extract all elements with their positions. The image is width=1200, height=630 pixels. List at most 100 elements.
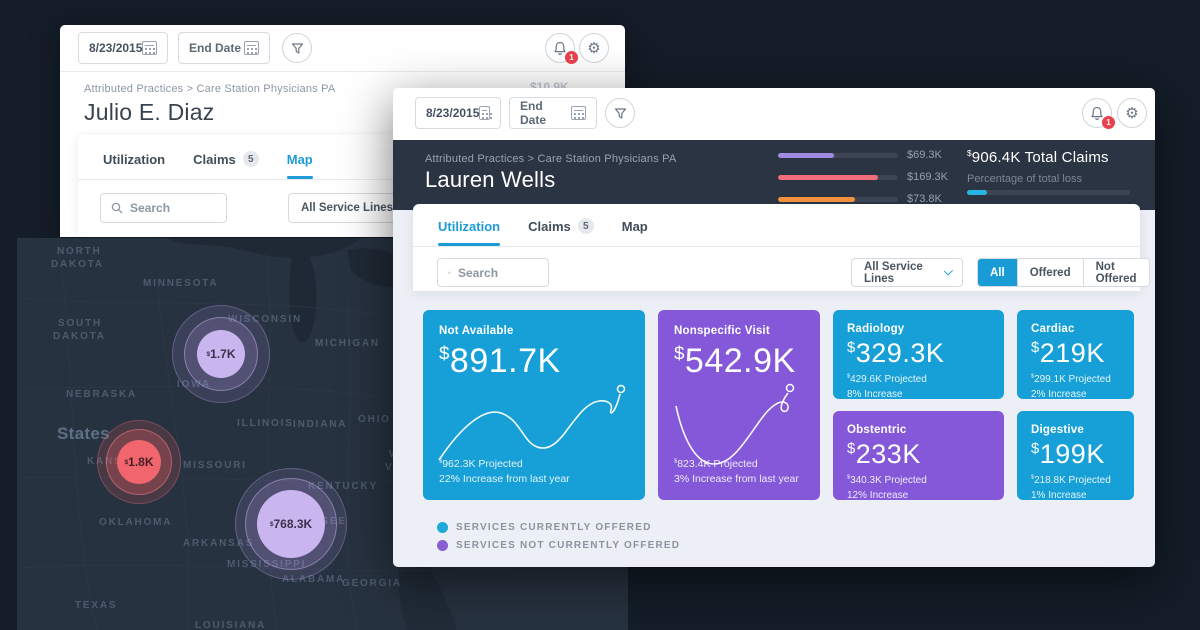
service-card-not-available[interactable]: Not Available $891.7K $962.3K Projected 22%…: [423, 310, 645, 500]
tab-bar: Utilization Claims 5 Map: [103, 151, 313, 179]
patient-header: Attributed Practices > Care Station Phys…: [393, 140, 1155, 210]
tab-map[interactable]: Map: [286, 151, 313, 179]
notifications-button[interactable]: 1: [1082, 98, 1115, 129]
bubble-amount: 1.8K: [128, 455, 154, 469]
currency-sign: $: [1031, 373, 1035, 380]
projected-line: $340.3K Projected: [847, 474, 990, 489]
bubble-value: $1.8K: [117, 440, 161, 484]
search-input[interactable]: [130, 201, 210, 215]
filter-button[interactable]: [605, 98, 635, 128]
notification-badge: 1: [565, 51, 578, 64]
legend-dot: [437, 522, 448, 533]
segment-offered[interactable]: Offered: [1016, 259, 1083, 286]
card-projection: $962.3K Projected 22% Increase from last …: [439, 457, 570, 489]
segment-not-offered[interactable]: Not Offered: [1082, 259, 1149, 286]
currency-sign: $: [847, 441, 856, 457]
currency-sign: $: [847, 474, 851, 481]
map-bubble[interactable]: $1.7K: [172, 305, 270, 403]
card-projection: $823.4K Projected 3% Increase from last y…: [674, 457, 799, 489]
claims-bar-value: $73.8K: [907, 193, 942, 205]
card-projection: $218.8K Projected 1% Increase: [1031, 474, 1120, 503]
tab-claims[interactable]: Claims 5: [528, 218, 594, 246]
filter-button[interactable]: [282, 33, 312, 63]
service-card-cardiac[interactable]: Cardiac $219K $299.1K Projected 2% Increase: [1017, 310, 1134, 400]
service-card-nonspecific-visit[interactable]: Nonspecific Visit $542.9K $823.4K Projecte…: [658, 310, 820, 500]
claims-bar-track: [778, 174, 898, 180]
currency-sign: $: [1031, 474, 1035, 481]
chevron-down-icon: [943, 266, 953, 276]
service-card-radiology[interactable]: Radiology $329.3K $429.6K Projected 8% Incr…: [833, 310, 1004, 402]
currency-sign: $: [967, 149, 972, 158]
card-title: Not Available: [439, 325, 514, 337]
card-projection: $429.6K Projected 8% Increase: [847, 373, 990, 402]
projected-line: $823.4K Projected: [674, 457, 799, 473]
currency-sign: $: [124, 458, 129, 466]
breadcrumb[interactable]: Attributed Practices > Care Station Phys…: [84, 83, 336, 95]
bell-icon: [554, 41, 566, 55]
legend-item: SERVICES CURRENTLY OFFERED: [437, 522, 680, 533]
claims-bar-value: $169.3K: [907, 171, 948, 183]
claims-bar-row: $73.8K: [778, 193, 942, 205]
search-box[interactable]: [437, 258, 549, 287]
tab-claims[interactable]: Claims 5: [193, 151, 259, 179]
breadcrumb[interactable]: Attributed Practices > Care Station Phys…: [425, 153, 677, 165]
projected-line: $299.1K Projected: [1031, 373, 1120, 388]
card-amount: 891.7K: [449, 342, 561, 380]
tab-label: Claims: [528, 218, 571, 234]
service-card-digestive[interactable]: Digestive $199K $218.8K Projected 1% Increa…: [1017, 411, 1134, 503]
settings-button[interactable]: ⚙: [1117, 98, 1147, 128]
card-sparkline: [431, 372, 637, 477]
loss-label: Percentage of total loss: [967, 173, 1082, 185]
currency-sign: $: [847, 373, 851, 380]
tab-label: Map: [286, 151, 313, 167]
tab-utilization[interactable]: Utilization: [438, 218, 501, 246]
tab-utilization[interactable]: Utilization: [103, 151, 165, 179]
currency-sign: $: [847, 340, 856, 356]
service-card-obstentric[interactable]: Obstentric $233K $340.3K Projected 12% Incr…: [833, 411, 1004, 501]
bubble-amount: 768.3K: [273, 517, 313, 531]
card-amount: 329.3K: [855, 338, 945, 368]
settings-button[interactable]: ⚙: [579, 33, 609, 63]
projected-text: 962.3K Projected: [442, 457, 523, 470]
loss-progressbar: [967, 190, 1130, 195]
start-date-picker[interactable]: 8/23/2015: [78, 32, 168, 64]
increase-line: 2% Increase: [1031, 388, 1087, 400]
card-column: Radiology $329.3K $429.6K Projected 8% Incr…: [833, 310, 1004, 501]
tab-map[interactable]: Map: [622, 218, 648, 246]
increase-line: 12% Increase: [847, 489, 909, 501]
calendar-icon: [479, 106, 490, 120]
service-lines-dropdown[interactable]: All Service Lines: [851, 258, 963, 287]
start-date-value: 8/23/2015: [89, 41, 143, 55]
front-topbar: 8/23/2015 End Date 1 ⚙: [393, 88, 1155, 140]
segment-all[interactable]: All: [978, 259, 1017, 286]
currency-sign: $: [439, 342, 450, 364]
tab-label: Map: [621, 218, 648, 234]
front-window-lauren: 8/23/2015 End Date 1 ⚙: [393, 88, 1155, 567]
total-claims-text: 906.4K Total Claims: [971, 149, 1109, 166]
notifications-button[interactable]: 1: [545, 33, 578, 64]
start-date-picker[interactable]: 8/23/2015: [415, 97, 501, 129]
card-title: Nonspecific Visit: [674, 325, 770, 337]
search-box[interactable]: [100, 193, 227, 223]
end-date-placeholder: End Date: [520, 99, 547, 127]
search-input[interactable]: [458, 265, 538, 280]
end-date-picker[interactable]: End Date: [509, 97, 597, 129]
map-bubble[interactable]: $1.8K: [97, 420, 181, 504]
currency-sign: $: [439, 458, 443, 464]
end-date-picker[interactable]: End Date: [178, 32, 270, 64]
legend-item: SERVICES NOT CURRENTLY OFFERED: [437, 540, 680, 551]
total-claims: $906.4K Total Claims: [967, 149, 1109, 166]
projected-line: $962.3K Projected: [439, 457, 570, 473]
card-title: Obstentric: [847, 424, 907, 436]
start-date-value: 8/23/2015: [426, 106, 480, 120]
card-sparkline: [666, 372, 812, 485]
notification-badge: 1: [1102, 116, 1115, 129]
map-bubble[interactable]: $768.3K: [235, 468, 347, 580]
card-amount: 542.9K: [684, 342, 796, 380]
calendar-icon: [571, 106, 586, 120]
claims-bar-row: $169.3K: [778, 171, 948, 183]
card-value: $219K: [1031, 338, 1120, 369]
currency-sign: $: [1031, 441, 1040, 457]
